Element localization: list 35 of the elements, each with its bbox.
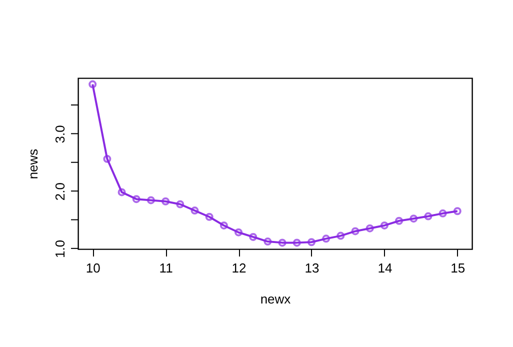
y-tick-label: 1.0	[52, 240, 68, 258]
x-tick-label: 13	[304, 260, 320, 276]
point	[118, 188, 126, 196]
point	[336, 232, 345, 240]
y-tick-label: 3.0	[52, 125, 68, 144]
point	[410, 214, 418, 223]
x-tick-label: 15	[450, 260, 466, 276]
point	[424, 212, 432, 220]
point	[366, 224, 374, 232]
point	[205, 212, 214, 221]
point	[103, 154, 112, 163]
point	[264, 238, 272, 246]
point	[132, 195, 140, 204]
x-tick-label: 11	[159, 260, 173, 276]
x-tick-label: 14	[378, 260, 392, 276]
point	[307, 238, 316, 246]
point	[278, 238, 286, 247]
point	[176, 200, 184, 208]
point	[162, 197, 170, 206]
x-tick-label: 10	[86, 260, 100, 276]
x-tick-label: 12	[232, 260, 246, 276]
point	[438, 209, 447, 218]
point	[249, 232, 258, 241]
y-tick-label: 2.0	[52, 182, 68, 201]
point	[292, 238, 301, 247]
point	[395, 216, 404, 225]
point	[220, 221, 228, 230]
point	[146, 196, 155, 204]
point	[380, 221, 388, 230]
point	[190, 206, 199, 215]
point	[351, 227, 360, 236]
x-axis-title: newx	[260, 292, 292, 306]
y-axis-title: news	[26, 148, 40, 180]
point	[322, 234, 330, 243]
point	[234, 228, 243, 236]
